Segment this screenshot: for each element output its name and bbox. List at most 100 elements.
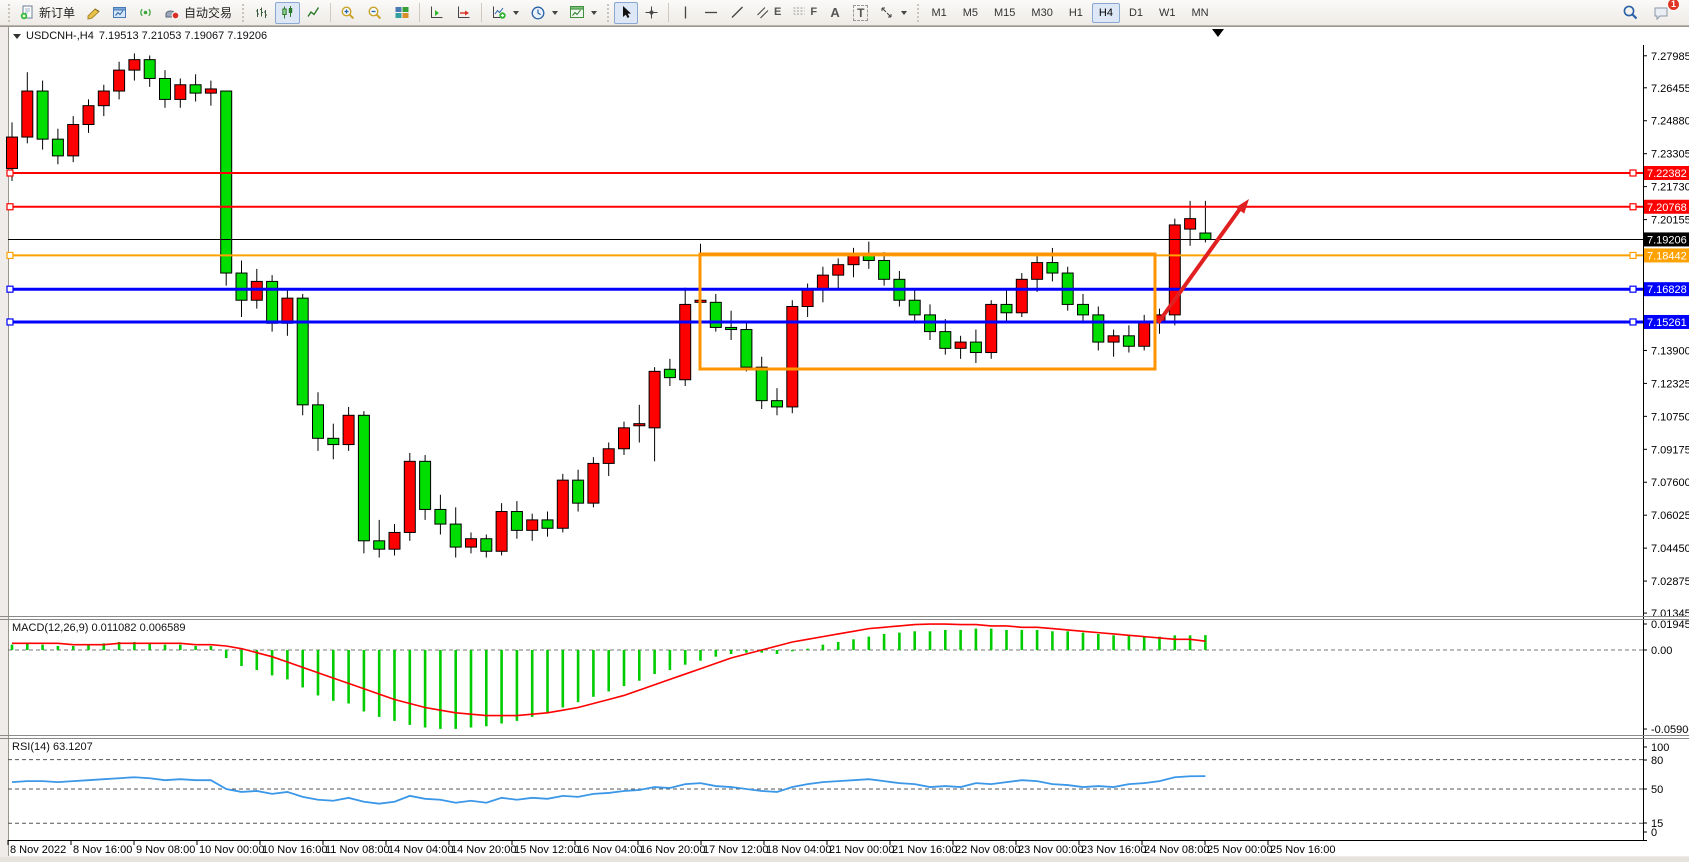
equidistant-channel-icon: [757, 7, 769, 19]
zoom-out-button[interactable]: [362, 2, 388, 24]
search-button[interactable]: [1617, 2, 1644, 24]
price-badge: [1644, 199, 1689, 214]
bar-chart-button[interactable]: [249, 2, 274, 24]
price-tick-label: 7.13900: [1651, 345, 1689, 357]
candle-body: [419, 460, 432, 510]
candle-body: [1122, 335, 1135, 347]
line-handle[interactable]: [6, 203, 14, 211]
chart-shift-button[interactable]: [451, 2, 477, 24]
chart-window-button[interactable]: [107, 2, 132, 24]
templates-button[interactable]: [564, 2, 602, 24]
candle-body: [725, 326, 738, 331]
time-axis-label: 21 Nov 16:00: [892, 844, 957, 856]
dropdown-arrow-icon: [552, 10, 559, 15]
level-price-badge-label: 7.20768: [1647, 202, 1687, 214]
toolbar-grip[interactable]: [915, 3, 922, 22]
vertical-line-icon: [684, 6, 686, 19]
timeframe-button-h1[interactable]: H1: [1068, 6, 1083, 19]
arrows-tool-button[interactable]: [874, 2, 912, 24]
timeframe-button-h4[interactable]: H4: [1091, 2, 1120, 23]
line-chart-button[interactable]: [301, 2, 326, 24]
line-handle[interactable]: [1629, 318, 1637, 326]
candle-body: [1199, 232, 1212, 240]
time-axis-label: 18 Nov 04:00: [766, 844, 831, 856]
candle-body: [480, 538, 493, 552]
auto-scroll-button[interactable]: [424, 2, 450, 24]
toolbar-grip[interactable]: [605, 3, 612, 22]
candle-body: [21, 90, 34, 138]
timeframe-button-m1[interactable]: M1: [931, 6, 947, 19]
tile-windows-icon: [395, 7, 409, 18]
dropdown-arrow-icon: [513, 10, 520, 15]
fibonacci-tool-button[interactable]: F: [787, 2, 822, 24]
trendline-tool-button[interactable]: [725, 2, 750, 24]
horizontal-line-tool-button[interactable]: [698, 2, 724, 24]
candlestick-chart-icon: [282, 6, 293, 19]
indicators-button[interactable]: [486, 2, 524, 24]
rsi-axis-label: 15: [1651, 818, 1663, 830]
candle-body: [67, 124, 80, 157]
candle-body: [281, 297, 294, 324]
timeframe-button-m30[interactable]: M30: [1031, 6, 1053, 19]
timeframe-button-d1[interactable]: D1: [1128, 6, 1144, 19]
horizontal-line-icon: [705, 11, 718, 14]
chart-menu-icon[interactable]: [13, 33, 21, 39]
time-axis-label: 16 Nov 20:00: [640, 844, 705, 856]
price-tick-label: 7.02875: [1651, 576, 1689, 588]
candle-body: [786, 306, 799, 408]
candle-body: [174, 84, 187, 100]
candlestick-chart-button[interactable]: [275, 1, 301, 24]
timeframe-button-m5[interactable]: M5: [962, 6, 979, 19]
new-order-button[interactable]: 新订单: [15, 2, 80, 24]
range-rectangle[interactable]: [698, 252, 1157, 371]
tile-windows-button[interactable]: [389, 2, 415, 24]
timeframe-button-mn[interactable]: MN: [1191, 6, 1209, 19]
candle-body: [250, 280, 263, 301]
line-handle[interactable]: [1629, 203, 1637, 211]
zoom-in-button[interactable]: [335, 2, 361, 24]
price-tick-label: 7.01345: [1651, 608, 1689, 620]
periods-button[interactable]: [525, 2, 563, 24]
trend-arrow[interactable]: [1156, 204, 1244, 325]
timeframe-button-m15[interactable]: M15: [994, 6, 1016, 19]
drawing-objects-layer[interactable]: [6, 169, 1643, 371]
line-handle[interactable]: [1629, 285, 1637, 293]
line-handle[interactable]: [6, 169, 14, 177]
chart-ohlc-values: 7.19513 7.21053 7.19067 7.19206: [98, 30, 268, 42]
vertical-line-tool-button[interactable]: [673, 2, 697, 24]
candle-body: [740, 329, 753, 368]
time-axis-label: 11 Nov 08:00: [325, 844, 390, 856]
price-tick-label: 7.10750: [1651, 411, 1689, 423]
toolbar-grip[interactable]: [240, 3, 247, 22]
rsi-header-text: RSI(14) 63.1207: [12, 741, 93, 753]
line-handle[interactable]: [1629, 251, 1637, 260]
styler-button[interactable]: [81, 2, 106, 24]
candle-body: [1168, 224, 1181, 316]
crosshair-icon: [645, 6, 658, 19]
text-tool-button[interactable]: A: [823, 2, 847, 24]
line-handle[interactable]: [6, 318, 14, 326]
autotrade-button[interactable]: 自动交易: [159, 2, 237, 24]
notifications-button[interactable]: 1: [1648, 0, 1680, 24]
channel-tool-button[interactable]: E: [751, 2, 786, 24]
signals-button[interactable]: [133, 2, 158, 24]
chart-window-background: [8, 27, 1689, 856]
candle-body: [82, 105, 95, 126]
time-axis-label: 23 Nov 16:00: [1081, 844, 1146, 856]
price-tick-label: 7.04450: [1651, 543, 1689, 555]
candle-body: [985, 303, 998, 354]
toolbar-grip[interactable]: [6, 3, 12, 22]
candle-body: [357, 414, 370, 542]
candle-body: [633, 423, 646, 427]
text-tool-icon: A: [830, 5, 840, 20]
timeframe-button-w1[interactable]: W1: [1159, 6, 1176, 19]
arrows-icon: [881, 7, 892, 18]
candle-body: [159, 77, 171, 100]
line-handle[interactable]: [6, 251, 14, 260]
line-handle[interactable]: [1629, 169, 1637, 177]
line-handle[interactable]: [6, 285, 14, 293]
crosshair-tool-button[interactable]: [639, 2, 664, 24]
cursor-tool-button[interactable]: [614, 1, 639, 24]
text-label-tool-button[interactable]: T: [848, 2, 873, 24]
